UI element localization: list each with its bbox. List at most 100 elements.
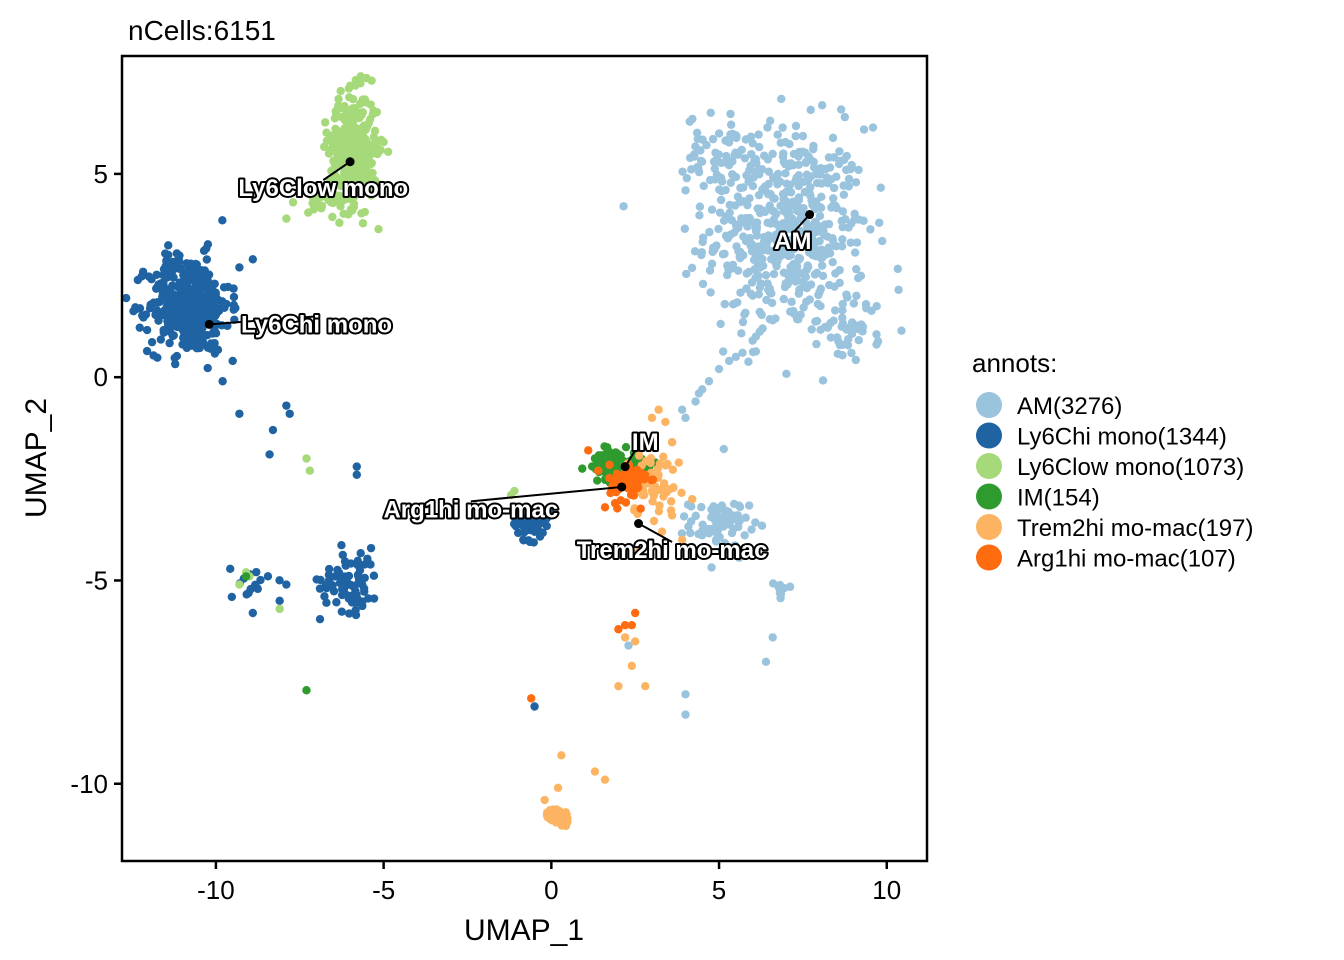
data-point	[830, 306, 840, 315]
data-point	[718, 347, 728, 356]
data-point	[590, 454, 600, 463]
data-point	[213, 345, 223, 354]
data-point	[185, 260, 194, 269]
data-point	[282, 401, 291, 410]
data-point	[807, 325, 816, 334]
data-point	[849, 299, 859, 308]
data-point	[376, 180, 386, 189]
data-point	[370, 126, 380, 136]
data-point	[812, 169, 821, 179]
data-point	[742, 284, 751, 293]
legend-swatch	[976, 483, 1002, 510]
data-point	[518, 521, 528, 530]
data-point	[825, 163, 835, 172]
x-tick-label: 0	[544, 875, 558, 905]
data-point	[708, 134, 718, 144]
data-point	[794, 289, 804, 298]
centroid-marker	[345, 157, 355, 167]
data-point	[763, 279, 772, 288]
data-point	[716, 195, 726, 205]
data-point	[730, 541, 740, 550]
data-point	[653, 464, 663, 473]
data-point	[199, 294, 209, 304]
data-point	[738, 317, 748, 327]
data-point	[288, 198, 298, 207]
data-point	[724, 138, 734, 147]
data-point	[829, 194, 838, 203]
y-axis: -10 -5 0 5	[70, 159, 122, 799]
data-point	[736, 288, 745, 297]
label-leader-line	[624, 433, 647, 468]
data-point	[328, 184, 337, 193]
cluster-label: Ly6Clow mono	[238, 175, 408, 202]
data-point	[360, 587, 369, 596]
data-point	[732, 242, 741, 251]
data-point	[177, 293, 186, 303]
data-point	[142, 346, 152, 356]
data-point	[737, 214, 747, 224]
data-point	[844, 174, 854, 184]
data-point	[163, 316, 172, 326]
plot-frame	[120, 54, 929, 863]
data-point	[847, 325, 857, 334]
data-point	[195, 266, 204, 275]
data-point	[726, 120, 736, 129]
centroid-marker	[620, 462, 630, 472]
data-point	[172, 249, 182, 258]
data-point	[809, 141, 818, 151]
data-point	[159, 328, 169, 337]
data-point	[717, 177, 727, 186]
data-point	[336, 202, 345, 211]
data-point	[778, 152, 788, 161]
data-point	[786, 251, 795, 260]
data-point	[803, 226, 813, 235]
data-point	[758, 261, 768, 271]
data-point	[687, 502, 696, 511]
data-point	[715, 532, 724, 542]
data-point	[748, 291, 757, 300]
data-point	[838, 235, 847, 244]
data-point	[526, 520, 535, 529]
data-point	[235, 580, 244, 589]
data-point	[850, 209, 859, 219]
data-point	[730, 299, 739, 308]
data-point	[372, 136, 382, 145]
data-point	[329, 173, 339, 183]
data-point	[787, 273, 796, 283]
data-point	[152, 308, 161, 317]
legend-label: IM(154)	[1017, 485, 1100, 512]
data-point	[170, 359, 180, 369]
data-point	[190, 296, 199, 306]
data-point	[744, 267, 753, 277]
data-point	[794, 253, 804, 263]
legend-swatch	[976, 453, 1002, 479]
data-point	[838, 306, 847, 315]
data-point	[829, 183, 839, 193]
data-point	[359, 135, 369, 144]
data-point	[594, 466, 603, 475]
data-point	[822, 173, 831, 182]
data-point	[353, 579, 363, 588]
data-point	[241, 572, 251, 581]
data-point	[810, 270, 820, 279]
data-point	[196, 283, 205, 293]
data-point	[606, 488, 615, 498]
data-point	[727, 528, 737, 538]
data-point	[538, 528, 547, 538]
data-point	[336, 86, 345, 96]
data-point	[795, 147, 804, 157]
data-point	[282, 580, 291, 589]
data-point	[773, 169, 783, 179]
data-point	[897, 326, 906, 335]
data-point	[235, 409, 244, 418]
data-point	[686, 517, 696, 526]
data-point	[355, 168, 364, 177]
data-point	[719, 444, 728, 454]
data-point	[341, 590, 350, 599]
data-point	[852, 291, 861, 301]
data-point	[851, 355, 861, 365]
data-point	[707, 259, 717, 269]
data-point	[605, 460, 614, 470]
data-point	[654, 405, 663, 414]
